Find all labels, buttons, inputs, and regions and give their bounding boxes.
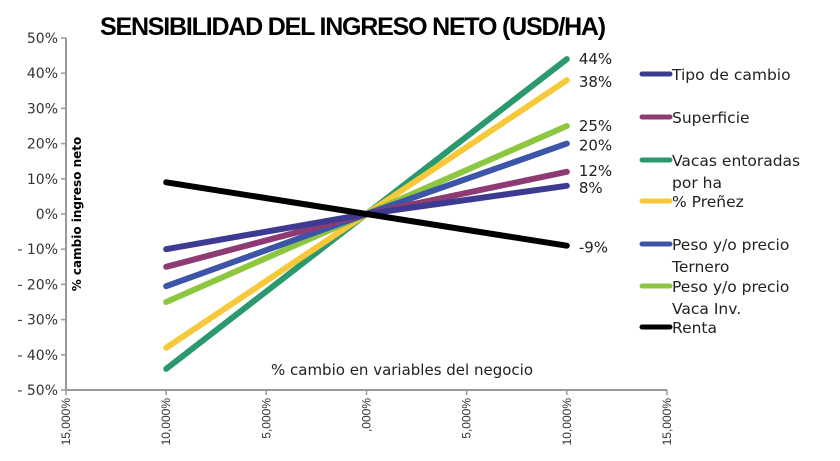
legend: Tipo de cambio Superficie Vacas entoradas p… (639, 66, 800, 337)
legend-item: Superficie (639, 109, 750, 127)
series-line-renta (163, 179, 570, 249)
legend-item: Peso y/o precio Vaca Inv. (639, 278, 789, 318)
legend-item: Peso y/o precio Ternero (639, 236, 789, 276)
data-label: 38% (579, 73, 612, 91)
legend-label: Superficie (672, 109, 750, 127)
legend-label: por ha (672, 174, 722, 192)
x-tick-label: 5,000% (460, 398, 474, 439)
legend-label: Peso y/o precio (672, 236, 789, 254)
data-label: 25% (579, 117, 612, 135)
data-label: 44% (579, 50, 612, 68)
y-tick-label: - 20% (17, 277, 58, 293)
y-tick-label: - 10% (17, 242, 58, 258)
x-tick-label: 5,000% (259, 398, 273, 439)
y-tick-label: - 50% (17, 383, 58, 399)
x-tick-label: 10,000% (159, 398, 173, 446)
y-tick-label: 20% (27, 137, 58, 153)
y-tick-label: 10% (27, 172, 58, 188)
x-tick-label: 15,000% (660, 398, 674, 446)
y-ticks: 50% 40% 30% 20% 10% 0% - 10% - 20% - 30% - 40% - 5… (17, 31, 66, 399)
y-tick-label: - 30% (17, 313, 58, 329)
data-labels: 8%12% 44% 38% 20% 25% -9% (579, 50, 612, 257)
y-tick-label: 40% (27, 66, 58, 82)
legend-label: Tipo de cambio (671, 66, 791, 84)
legend-label: Ternero (671, 258, 729, 276)
y-tick-label: 50% (27, 31, 58, 47)
legend-label: % Preñez (672, 193, 744, 211)
series-lines (163, 56, 570, 372)
x-tick-label: ,000% (360, 398, 374, 432)
x-tick-label: 10,000% (560, 398, 574, 446)
series-line-superficie (163, 168, 570, 270)
legend-item: % Preñez (639, 193, 744, 211)
chart-title: SENSIBILIDAD DEL INGRESO NETO (USD/HA) (100, 13, 606, 41)
legend-label: Peso y/o precio (672, 278, 789, 296)
data-label: 8% (579, 179, 603, 197)
data-label: -9% (579, 239, 608, 257)
legend-item: Tipo de cambio (639, 66, 791, 84)
legend-label: Vacas entoradas (672, 152, 800, 170)
y-tick-label: 0% (36, 207, 58, 223)
legend-label: Vaca Inv. (672, 300, 741, 318)
data-label: 12% (579, 162, 612, 180)
x-axis-label: % cambio en variables del negocio (271, 361, 533, 379)
legend-item: Vacas entoradas por ha (639, 152, 800, 192)
x-ticks: 15,000% 10,000% 5,000% ,000% 5,000% 10,000% 15… (59, 390, 674, 445)
y-tick-label: - 40% (17, 348, 58, 364)
y-axis-label: % cambio ingreso neto (70, 137, 84, 292)
y-tick-label: 30% (27, 101, 58, 117)
legend-item: Renta (639, 319, 717, 337)
x-tick-label: 15,000% (59, 398, 73, 446)
data-label: 20% (579, 137, 612, 155)
legend-label: Renta (672, 319, 717, 337)
